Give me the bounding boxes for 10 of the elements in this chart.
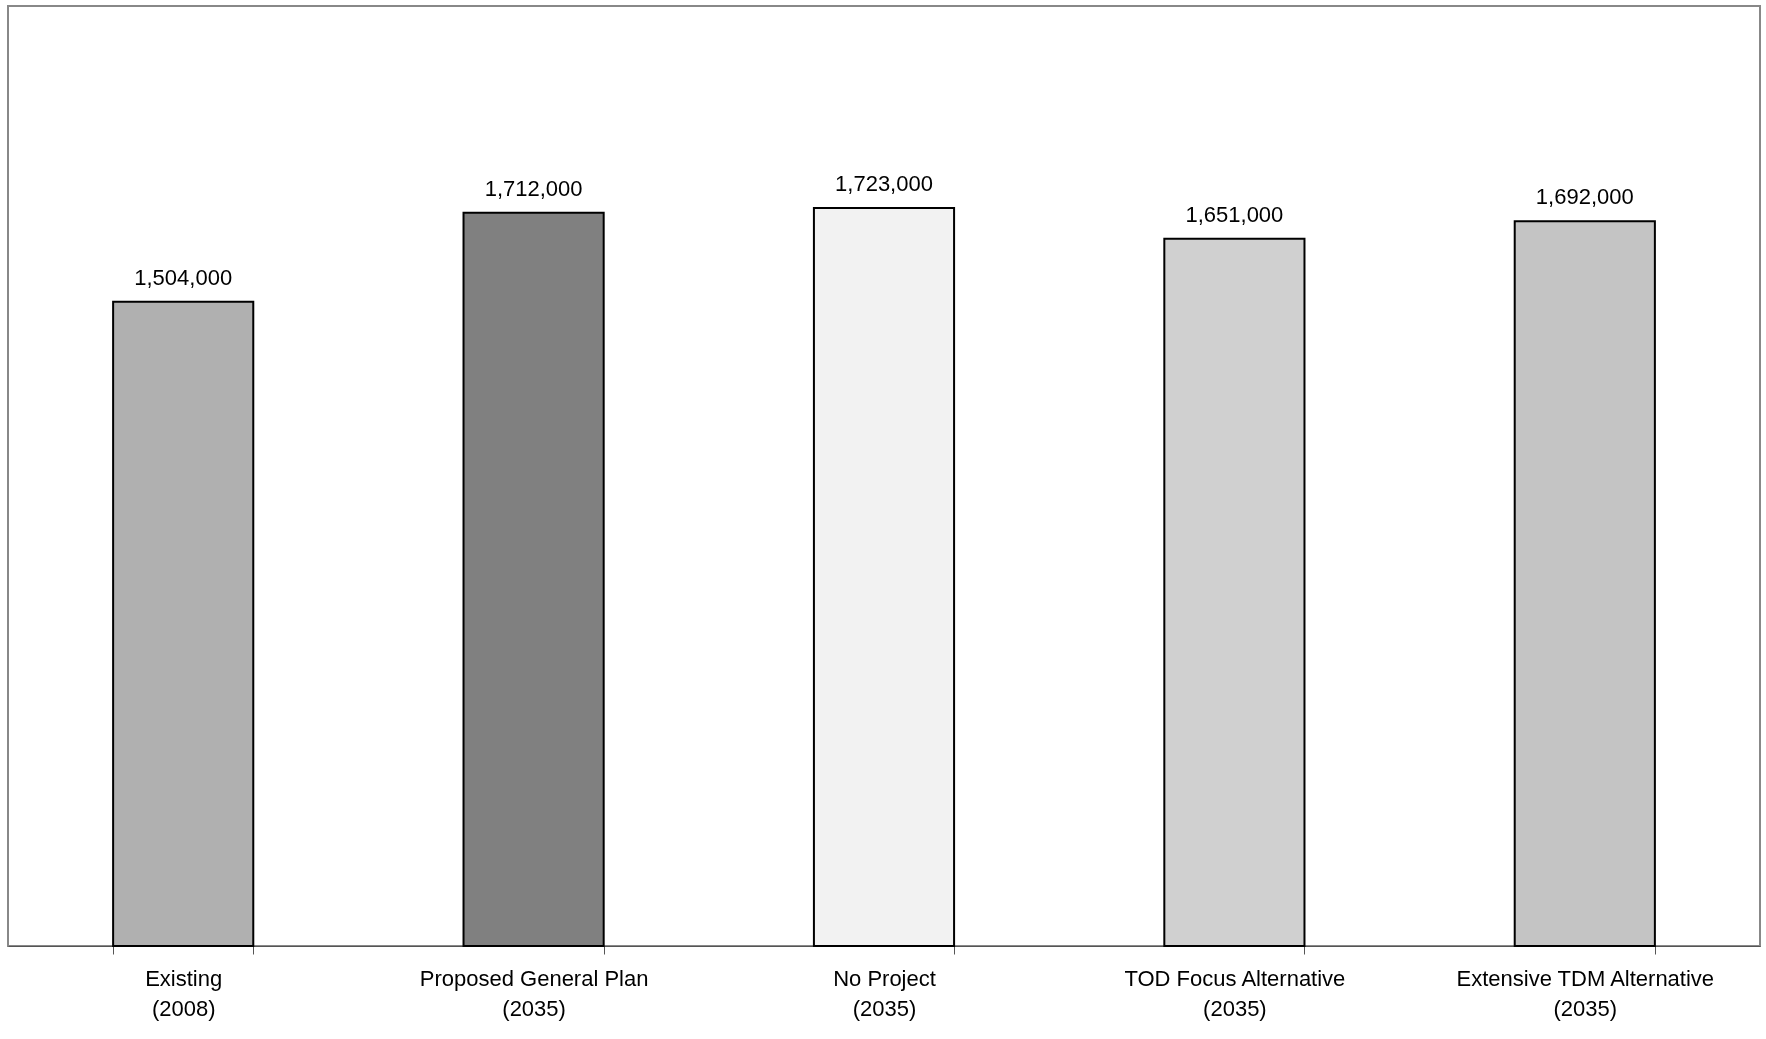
x-tick-label: Proposed General Plan (2035) xyxy=(419,965,649,1021)
data-label: 1,712,000 xyxy=(484,175,583,201)
data-label: 1,692,000 xyxy=(1535,184,1634,210)
data-label: 1,504,000 xyxy=(134,264,233,290)
x-tick-label: TOD Focus Alternative (2035) xyxy=(1124,965,1346,1021)
x-tick-label: No Project (2035) xyxy=(833,965,936,1021)
data-label: 1,651,000 xyxy=(1185,201,1284,227)
x-tick-label: Existing (2008) xyxy=(145,965,223,1021)
data-label: 1,723,000 xyxy=(835,171,933,196)
x-tick-label: Extensive TDM Alternative (2035) xyxy=(1456,965,1715,1021)
